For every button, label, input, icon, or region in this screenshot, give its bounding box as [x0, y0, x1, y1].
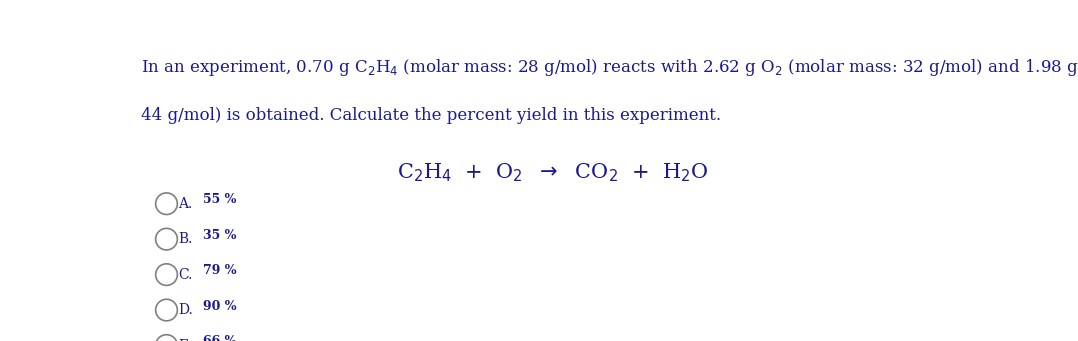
Text: B.: B.: [178, 232, 193, 246]
Text: 44 g/mol) is obtained. Calculate the percent yield in this experiment.: 44 g/mol) is obtained. Calculate the per…: [141, 106, 721, 123]
Text: C$_2$H$_4$  +  O$_2$  $\rightarrow$  CO$_2$  +  H$_2$O: C$_2$H$_4$ + O$_2$ $\rightarrow$ CO$_2$ …: [397, 162, 708, 184]
Text: A.: A.: [178, 197, 193, 211]
Text: 66 %: 66 %: [204, 335, 237, 341]
Text: 55 %: 55 %: [204, 193, 237, 206]
Text: C.: C.: [178, 268, 193, 282]
Text: 90 %: 90 %: [204, 300, 237, 313]
Text: 79 %: 79 %: [204, 264, 237, 277]
Text: E.: E.: [178, 339, 193, 341]
Text: In an experiment, 0.70 g C$_2$H$_4$ (molar mass: 28 g/mol) reacts with 2.62 g O$: In an experiment, 0.70 g C$_2$H$_4$ (mol…: [141, 57, 1078, 78]
Text: 35 %: 35 %: [204, 229, 237, 242]
Text: D.: D.: [178, 303, 193, 317]
